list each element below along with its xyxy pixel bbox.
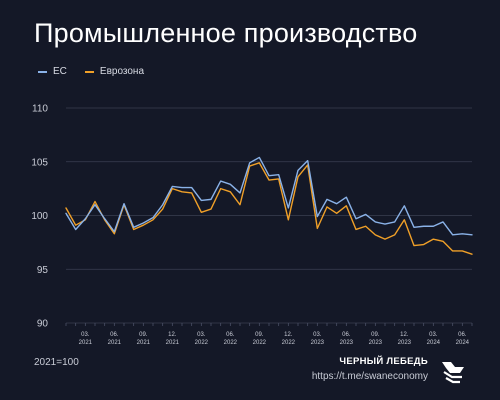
x-tick-label-year: 2021 <box>108 340 122 346</box>
x-tick-label-month: 12. <box>284 332 293 338</box>
x-tick-label-year: 2022 <box>282 340 296 346</box>
x-tick-label-month: 09. <box>255 332 264 338</box>
y-tick-label: 105 <box>31 157 48 168</box>
x-tick-label-month: 12. <box>168 332 177 338</box>
x-tick-label-year: 2024 <box>456 340 470 346</box>
x-tick-label-year: 2023 <box>398 340 412 346</box>
x-tick-label-year: 2021 <box>137 340 151 346</box>
legend-label-eu: ЕС <box>53 66 67 77</box>
brand-block: ЧЕРНЫЙ ЛЕБЕДЬ https://t.me/swaneconomy <box>312 356 428 382</box>
x-tick-label-year: 2021 <box>166 340 180 346</box>
x-tick-label-month: 06. <box>110 332 119 338</box>
swan-logo-icon <box>442 362 464 384</box>
x-tick-label-month: 06. <box>342 332 351 338</box>
series-line-eu <box>65 156 473 236</box>
x-tick-label-month: 03. <box>313 332 322 338</box>
legend-item-eu: ЕС <box>38 66 67 77</box>
x-tick-label-month: 09. <box>139 332 148 338</box>
x-tick-label-month: 09. <box>371 332 380 338</box>
y-tick-label: 110 <box>32 104 48 115</box>
y-tick-label: 90 <box>37 319 49 330</box>
chart-legend: ЕС Еврозона <box>38 66 162 77</box>
x-tick-label-month: 03. <box>81 332 90 338</box>
x-tick-label-month: 06. <box>458 332 467 338</box>
x-tick-label-month: 12. <box>400 332 409 338</box>
series-line-eurozone <box>65 162 473 255</box>
x-tick-label-month: 06. <box>226 332 235 338</box>
legend-item-eurozone: Еврозона <box>84 66 145 77</box>
y-tick-label: 95 <box>37 265 49 276</box>
y-tick-label: 100 <box>31 211 48 222</box>
x-tick-label-year: 2022 <box>195 340 209 346</box>
x-tick-label-month: 03. <box>197 332 206 338</box>
x-tick-label-year: 2022 <box>253 340 267 346</box>
legend-swatch-eurozone <box>84 70 94 73</box>
page-title: Промышленное производство <box>34 18 418 48</box>
x-tick-label-year: 2023 <box>369 340 383 346</box>
x-tick-label-year: 2022 <box>224 340 238 346</box>
legend-swatch-eu <box>38 70 47 73</box>
base-year-note: 2021=100 <box>34 357 79 368</box>
x-tick-label-year: 2023 <box>340 340 354 346</box>
brand-link[interactable]: https://t.me/swaneconomy <box>311 371 428 382</box>
x-tick-label-month: 03. <box>429 332 438 338</box>
brand-name: ЧЕРНЫЙ ЛЕБЕДЬ <box>339 356 428 367</box>
x-tick-label-year: 2023 <box>311 340 325 346</box>
x-tick-label-year: 2024 <box>427 340 441 346</box>
legend-label-eurozone: Еврозона <box>99 66 145 77</box>
x-tick-label-year: 2021 <box>79 340 93 346</box>
